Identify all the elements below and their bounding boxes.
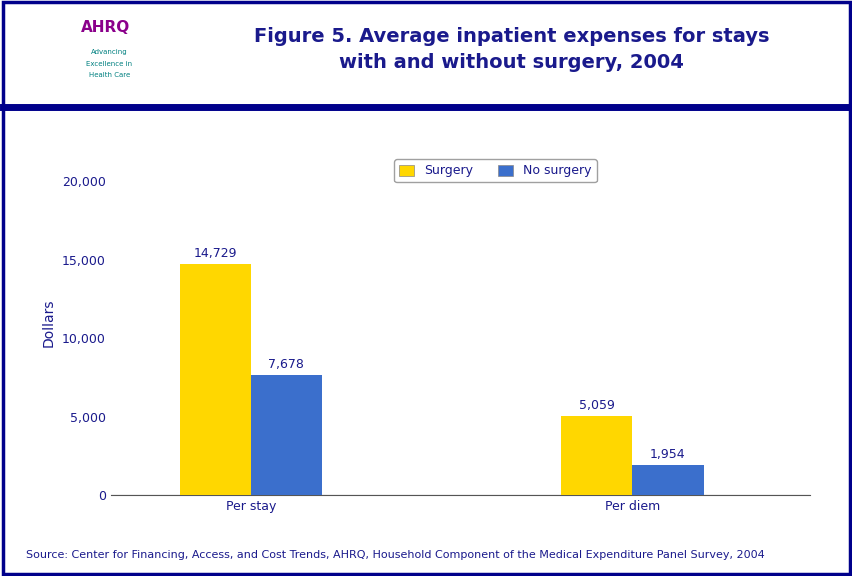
Text: Source: Center for Financing, Access, and Cost Trends, AHRQ, Household Component: Source: Center for Financing, Access, an… xyxy=(26,550,763,560)
Text: 5,059: 5,059 xyxy=(578,399,614,412)
Text: Health Care: Health Care xyxy=(89,73,130,78)
Text: 7,678: 7,678 xyxy=(268,358,304,371)
Text: 14,729: 14,729 xyxy=(193,247,237,260)
Y-axis label: Dollars: Dollars xyxy=(41,298,55,347)
Bar xyxy=(72,7,174,101)
Bar xyxy=(631,465,703,495)
Text: 1,954: 1,954 xyxy=(649,448,685,461)
Bar xyxy=(180,264,250,495)
Text: Figure 5. Average inpatient expenses for stays
with and without surgery, 2004: Figure 5. Average inpatient expenses for… xyxy=(254,26,769,72)
Text: AHRQ: AHRQ xyxy=(81,20,130,35)
Text: Excellence in: Excellence in xyxy=(86,61,132,67)
Text: Advancing: Advancing xyxy=(91,49,127,55)
Bar xyxy=(250,375,321,495)
Legend: Surgery, No surgery: Surgery, No surgery xyxy=(394,160,596,183)
Bar xyxy=(561,416,631,495)
